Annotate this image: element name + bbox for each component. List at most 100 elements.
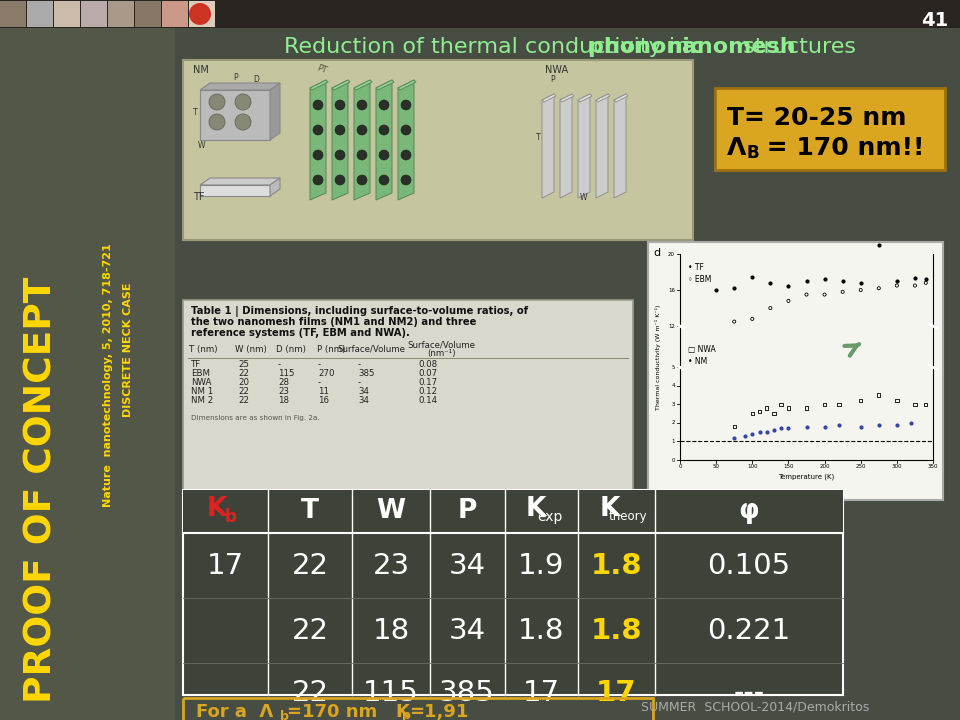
Text: 1.8: 1.8 bbox=[590, 552, 641, 580]
Text: -: - bbox=[278, 360, 281, 369]
Point bbox=[907, 399, 923, 410]
Point bbox=[780, 423, 796, 434]
Point bbox=[727, 282, 742, 294]
Bar bbox=[648, 242, 943, 500]
Text: NM 1: NM 1 bbox=[191, 387, 213, 396]
Point bbox=[799, 402, 814, 414]
Bar bbox=[108, 1, 134, 27]
Text: 0.17: 0.17 bbox=[418, 378, 437, 387]
Text: 250: 250 bbox=[855, 464, 866, 469]
Point bbox=[918, 274, 933, 285]
Text: 0.105: 0.105 bbox=[708, 552, 791, 580]
Circle shape bbox=[335, 150, 345, 160]
Text: 18: 18 bbox=[278, 396, 289, 405]
Text: -: - bbox=[318, 378, 322, 387]
Text: 300: 300 bbox=[892, 464, 902, 469]
Point bbox=[817, 421, 832, 433]
Text: exp: exp bbox=[538, 510, 563, 523]
Text: b: b bbox=[225, 508, 237, 526]
Point bbox=[907, 280, 923, 292]
Text: structures: structures bbox=[735, 37, 855, 57]
Text: 22: 22 bbox=[238, 396, 249, 405]
Circle shape bbox=[313, 125, 323, 135]
Text: 2: 2 bbox=[671, 420, 675, 426]
Polygon shape bbox=[270, 178, 280, 196]
Circle shape bbox=[357, 175, 367, 185]
Bar bbox=[183, 60, 693, 240]
Polygon shape bbox=[376, 80, 394, 90]
Text: 350: 350 bbox=[927, 464, 938, 469]
Point bbox=[871, 282, 886, 294]
Text: 115: 115 bbox=[278, 369, 295, 378]
Text: D (nm): D (nm) bbox=[276, 345, 306, 354]
Circle shape bbox=[357, 150, 367, 160]
Point bbox=[889, 280, 904, 292]
Point bbox=[780, 280, 796, 292]
Text: T= 20-25 nm: T= 20-25 nm bbox=[727, 106, 906, 130]
Bar bbox=[54, 1, 80, 27]
Text: 1: 1 bbox=[671, 439, 675, 444]
Text: 23: 23 bbox=[372, 552, 410, 580]
Point bbox=[817, 399, 832, 410]
Text: T: T bbox=[193, 108, 198, 117]
Text: 34: 34 bbox=[358, 396, 369, 405]
Polygon shape bbox=[200, 83, 280, 90]
Text: 5: 5 bbox=[671, 365, 675, 370]
Circle shape bbox=[379, 175, 389, 185]
Point bbox=[831, 399, 847, 410]
Text: 16: 16 bbox=[668, 287, 675, 292]
Circle shape bbox=[313, 175, 323, 185]
Polygon shape bbox=[332, 80, 348, 200]
Text: 41: 41 bbox=[921, 11, 948, 30]
Text: TF: TF bbox=[193, 192, 204, 202]
Polygon shape bbox=[596, 94, 608, 198]
Bar bbox=[183, 490, 843, 533]
Bar bbox=[0, 0, 960, 28]
Circle shape bbox=[335, 125, 345, 135]
Text: D: D bbox=[253, 75, 259, 84]
Polygon shape bbox=[560, 94, 574, 102]
Point bbox=[745, 313, 760, 325]
Point bbox=[871, 390, 886, 401]
Text: T: T bbox=[301, 498, 319, 524]
Circle shape bbox=[209, 94, 225, 110]
Text: 150: 150 bbox=[783, 464, 794, 469]
Text: b: b bbox=[280, 709, 289, 720]
Text: • NM: • NM bbox=[688, 357, 708, 366]
Circle shape bbox=[357, 100, 367, 110]
Text: 270: 270 bbox=[318, 369, 334, 378]
Text: NM 2: NM 2 bbox=[191, 396, 213, 405]
Text: W: W bbox=[580, 193, 588, 202]
Text: 22: 22 bbox=[238, 387, 249, 396]
Point bbox=[780, 295, 796, 307]
Text: =1,91: =1,91 bbox=[409, 703, 468, 720]
Text: 20: 20 bbox=[668, 251, 675, 256]
Polygon shape bbox=[310, 80, 326, 200]
Text: p: p bbox=[402, 709, 411, 720]
Bar bbox=[162, 1, 188, 27]
Text: Table 1 | Dimensions, including surface-to-volume ratios, of: Table 1 | Dimensions, including surface-… bbox=[191, 306, 528, 317]
Point bbox=[745, 428, 760, 440]
Point bbox=[766, 425, 781, 436]
Point bbox=[737, 430, 753, 441]
Bar bbox=[0, 1, 26, 27]
Point bbox=[708, 284, 724, 296]
Point bbox=[745, 408, 760, 420]
Text: -: - bbox=[358, 360, 361, 369]
Circle shape bbox=[401, 100, 411, 110]
Text: W (nm): W (nm) bbox=[235, 345, 267, 354]
Text: 20: 20 bbox=[238, 378, 249, 387]
Text: 0.14: 0.14 bbox=[418, 396, 437, 405]
Text: 34: 34 bbox=[448, 552, 486, 580]
Polygon shape bbox=[614, 94, 626, 198]
Text: DISCRETE NECK CASE: DISCRETE NECK CASE bbox=[123, 283, 133, 418]
Text: • TF: • TF bbox=[688, 263, 704, 272]
Point bbox=[774, 423, 789, 434]
Circle shape bbox=[401, 150, 411, 160]
Text: P (nm): P (nm) bbox=[317, 345, 346, 354]
Point bbox=[831, 419, 847, 431]
Text: Temperature (K): Temperature (K) bbox=[779, 473, 834, 480]
Text: 22: 22 bbox=[292, 679, 328, 707]
Text: 22: 22 bbox=[292, 552, 328, 580]
Text: reference systems (TF, EBM and NWA).: reference systems (TF, EBM and NWA). bbox=[191, 328, 410, 338]
